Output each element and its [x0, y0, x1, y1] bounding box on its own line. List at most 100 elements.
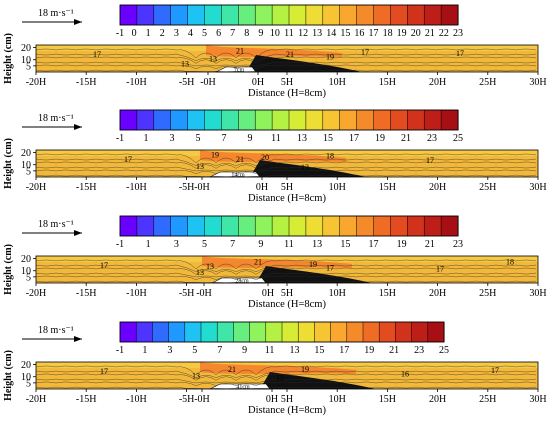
colorbar-tick-label: 21 — [389, 345, 399, 356]
contour-line — [35, 280, 537, 283]
x-tick-label: -20H — [26, 77, 47, 88]
contour-label: 15 — [276, 373, 284, 382]
colorbar-cell — [440, 215, 459, 237]
colorbar-cell — [204, 215, 222, 237]
colorbar-cell — [390, 215, 408, 237]
contour-label: 19 — [301, 365, 309, 374]
contour-label: 18 — [506, 258, 514, 267]
colorbar-tick-label: 13 — [297, 133, 307, 144]
colorbar-cell — [254, 109, 273, 131]
contour-label: 17 — [326, 263, 334, 272]
y-tick-label: 10 — [21, 266, 31, 277]
colorbar-tick-label: 21 — [401, 133, 411, 144]
colorbar-cell — [305, 215, 324, 237]
high-speed-zone — [202, 256, 352, 268]
y-tick-label: 20 — [21, 43, 31, 54]
colorbar-cell — [184, 321, 202, 343]
wind-arrow-head — [74, 336, 82, 342]
contour-line — [35, 48, 537, 59]
colorbar-cell — [305, 109, 324, 131]
y-tick-label: 10 — [21, 160, 31, 171]
colorbar-cell — [249, 321, 267, 343]
colorbar-cell — [346, 321, 364, 343]
x-tick-label: 0H — [266, 394, 278, 405]
contour-line — [35, 259, 537, 270]
x-tick-label: -10H — [126, 182, 147, 193]
colorbar-tick-label: 9 — [248, 133, 253, 144]
panel-d: 18 m·s⁻¹-1 1 3 5 7 9 11 13 15 17 19 21 23 2541cm17132… — [3, 321, 547, 416]
contour-label: 13 — [209, 55, 217, 64]
contour-label: 17 — [100, 261, 108, 270]
colorbar-tick-label: -1 — [116, 28, 124, 39]
colorbar-cell — [322, 4, 341, 26]
x-tick-label: 20H — [429, 182, 446, 193]
colorbar-tick-label: 13 — [312, 239, 322, 250]
colorbar-tick-label: 25 — [439, 345, 449, 356]
colorbar-cell — [440, 109, 459, 131]
x-tick-label: 20H — [429, 394, 446, 405]
y-tick-label: 5 — [26, 378, 31, 389]
y-tick-label: 20 — [21, 360, 31, 371]
colorbar-tick-label: 7 — [222, 133, 227, 144]
y-tick-label: 20 — [21, 148, 31, 159]
x-tick-label: -10H — [126, 288, 147, 299]
colorbar-cell — [330, 321, 348, 343]
y-tick-label: 20 — [21, 254, 31, 265]
colorbar-cell — [362, 321, 380, 343]
x-tick-label: -5H — [179, 182, 195, 193]
colorbar-tick-label: 5 — [192, 345, 197, 356]
colorbar-cell — [390, 109, 408, 131]
contour-line — [35, 169, 537, 174]
colorbar-cell — [216, 321, 234, 343]
colorbar-cell — [356, 215, 375, 237]
x-tick-label: -10H — [126, 77, 147, 88]
x-tick-label: -0H — [196, 288, 212, 299]
colorbar-tick-label: 0 — [132, 28, 137, 39]
colorbar-cell — [119, 4, 138, 26]
high-speed-zone — [206, 45, 342, 57]
colorbar-cell — [204, 109, 222, 131]
colorbar-cell — [119, 109, 138, 131]
colorbar-cell — [423, 215, 442, 237]
x-tick-label: 30H — [529, 288, 546, 299]
x-tick-label: -0H — [194, 182, 210, 193]
contour-line — [35, 56, 537, 64]
panel-a: 18 m·s⁻¹-1 0 1 2 3 4 5 6 7 8 9 10 11 12 13 14 15 16 17 18 19… — [3, 4, 547, 99]
contour-line — [35, 365, 537, 376]
contour-label: 13 — [192, 372, 200, 381]
colorbar-tick-label: 9 — [258, 28, 263, 39]
wind-arrow-head — [74, 19, 82, 25]
colorbar-cell — [265, 321, 283, 343]
contour-label: 17 — [361, 48, 369, 57]
contour-label: 16 — [401, 369, 409, 378]
x-tick-label: 25H — [479, 182, 496, 193]
colorbar-cell — [271, 4, 290, 26]
y-axis-title: Height (cm) — [3, 244, 14, 295]
x-tick-label: 5H — [281, 77, 293, 88]
colorbar-tick-label: 7 — [230, 239, 235, 250]
colorbar-cell — [373, 4, 391, 26]
x-axis-title: Distance (H=8cm) — [248, 193, 326, 204]
colorbar-cell — [200, 321, 218, 343]
colorbar-cell — [322, 109, 341, 131]
colorbar-cell — [135, 321, 153, 343]
upper-layer — [36, 45, 538, 51]
y-tick-label: 10 — [21, 372, 31, 383]
x-tick-label: 20H — [429, 77, 446, 88]
contour-line — [35, 381, 537, 386]
x-tick-label: 15H — [379, 182, 396, 193]
colorbar-tick-label: 19 — [375, 133, 385, 144]
x-axis-title: Distance (H=8cm) — [248, 299, 326, 310]
x-tick-label: -15H — [76, 182, 97, 193]
contour-line — [35, 61, 537, 67]
colorbar-cell — [271, 109, 290, 131]
gap-width-label: 7cm — [234, 68, 245, 74]
gap-width-label: 28cm — [235, 279, 249, 285]
x-tick-label: 10H — [329, 77, 346, 88]
colorbar-cell — [221, 109, 239, 131]
colorbar-cell — [288, 4, 307, 26]
colorbar-cell — [233, 321, 251, 343]
colorbar-tick-label: 11 — [284, 239, 294, 250]
contour-label: 21 — [236, 47, 244, 56]
colorbar-cell — [407, 4, 425, 26]
